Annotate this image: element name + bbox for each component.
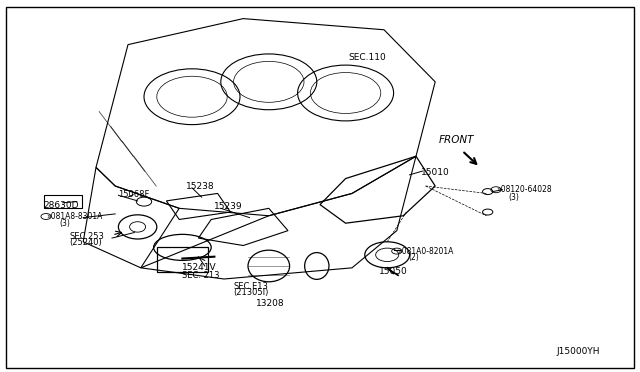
- Text: 13208: 13208: [256, 299, 285, 308]
- Text: »081A0-8201A: »081A0-8201A: [397, 247, 453, 256]
- Text: 15239: 15239: [214, 202, 243, 211]
- Text: SEC.E13: SEC.E13: [234, 282, 268, 291]
- Text: 28630D: 28630D: [44, 201, 79, 210]
- Text: 15010: 15010: [421, 169, 450, 177]
- Text: 15241V: 15241V: [182, 263, 217, 272]
- Text: 15068F: 15068F: [118, 190, 150, 199]
- Bar: [44, 195, 82, 208]
- Bar: [157, 247, 208, 272]
- Text: FRONT: FRONT: [438, 135, 474, 144]
- Text: SEC.253: SEC.253: [69, 232, 104, 241]
- Text: (3): (3): [59, 219, 70, 228]
- Text: (3): (3): [509, 193, 520, 202]
- Text: (2): (2): [408, 253, 419, 262]
- Text: »08120-64028: »08120-64028: [496, 185, 552, 194]
- Text: (25240): (25240): [69, 238, 102, 247]
- Text: SEC.110: SEC.110: [349, 53, 387, 62]
- Text: SEC. 213: SEC. 213: [182, 271, 220, 280]
- Text: J15000YH: J15000YH: [557, 347, 600, 356]
- Text: 15050: 15050: [379, 267, 408, 276]
- Text: 15238: 15238: [186, 182, 214, 190]
- Text: (21305I): (21305I): [234, 288, 269, 297]
- Text: »081A8-8301A: »081A8-8301A: [46, 212, 102, 221]
